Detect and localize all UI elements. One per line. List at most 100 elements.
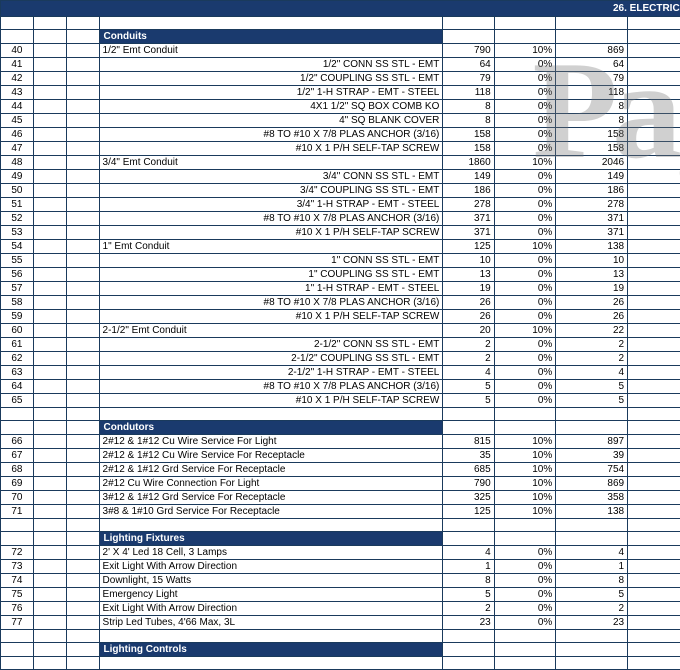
row-desc: #10 X 1 P/H SELF-TAP SCREW [99,226,443,240]
row-unit: EA [628,602,680,616]
row-pct: 0% [494,114,556,128]
row-qty1: 325 [443,491,494,505]
row-number: 75 [1,588,34,602]
table-row: 58#8 TO #10 X 7/8 PLAS ANCHOR (3/16)260%… [1,296,680,310]
row-number: 69 [1,477,34,491]
row-desc: 3/4" CONN SS STL - EMT [99,170,443,184]
row-qty2: 8 [556,574,628,588]
section-header: Conduits [1,30,680,44]
row-qty1: 790 [443,477,494,491]
section-title: Conduits [99,30,443,44]
row-qty1: 371 [443,226,494,240]
row-desc: #10 X 1 P/H SELF-TAP SCREW [99,310,443,324]
table-row: 74Downlight, 15 Watts80%8EA [1,574,680,588]
row-desc: 1" 1-H STRAP - EMT - STEEL [99,282,443,296]
row-desc: #10 X 1 P/H SELF-TAP SCREW [99,142,443,156]
row-unit: LF [628,449,680,463]
main-header: 26. ELECTRICAL [1,1,680,17]
row-unit: LF [628,463,680,477]
row-number: 57 [1,282,34,296]
row-number: 76 [1,602,34,616]
row-qty1: 2 [443,352,494,366]
row-qty1: 371 [443,212,494,226]
row-unit: EA [628,282,680,296]
row-number: 71 [1,505,34,519]
table-row: 431/2" 1-H STRAP - EMT - STEEL1180%118EA [1,86,680,100]
row-number: 66 [1,435,34,449]
row-qty2: 26 [556,296,628,310]
table-row: 722' X 4' Led 18 Cell, 3 Lamps40%4EA [1,546,680,560]
row-unit: EA [628,380,680,394]
row-qty2: 23 [556,616,628,630]
section-title: Condutors [99,421,443,435]
row-unit: EA [628,616,680,630]
row-qty1: 19 [443,282,494,296]
table-row: 52#8 TO #10 X 7/8 PLAS ANCHOR (3/16)3710… [1,212,680,226]
section-header: Lighting Fixtures [1,532,680,546]
row-qty2: 8 [556,100,628,114]
row-desc: 2-1/2" CONN SS STL - EMT [99,338,443,352]
blank-row [1,630,680,643]
row-qty2: 5 [556,394,628,408]
row-number: 45 [1,114,34,128]
row-unit: EA [628,198,680,212]
row-pct: 0% [494,546,556,560]
row-qty1: 5 [443,394,494,408]
row-pct: 0% [494,100,556,114]
row-qty2: 149 [556,170,628,184]
row-unit: LF [628,240,680,254]
row-number: 41 [1,58,34,72]
table-row: 703#12 & 1#12 Grd Service For Receptacle… [1,491,680,505]
row-pct: 10% [494,505,556,519]
blank-row [1,657,680,670]
row-unit: EA [628,338,680,352]
row-unit: EA [628,142,680,156]
row-pct: 0% [494,574,556,588]
row-unit: EA [628,128,680,142]
row-qty2: 869 [556,477,628,491]
row-qty1: 125 [443,505,494,519]
row-qty1: 23 [443,616,494,630]
row-qty1: 20 [443,324,494,338]
electrical-table: 26. ELECTRICAL Conduits401/2" Emt Condui… [0,0,680,670]
row-pct: 10% [494,44,556,58]
row-number: 42 [1,72,34,86]
row-pct: 0% [494,380,556,394]
row-desc: 2#12 & 1#12 Cu Wire Service For Light [99,435,443,449]
row-desc: 1/2" 1-H STRAP - EMT - STEEL [99,86,443,100]
row-unit: LF [628,491,680,505]
row-number: 44 [1,100,34,114]
row-qty2: 2046 [556,156,628,170]
table-row: 73Exit Light With Arrow Direction10%1EA [1,560,680,574]
row-qty2: 869 [556,44,628,58]
row-unit: EA [628,268,680,282]
row-unit: EA [628,574,680,588]
row-qty2: 138 [556,505,628,519]
row-qty1: 790 [443,44,494,58]
row-pct: 0% [494,72,556,86]
row-desc: 3#12 & 1#12 Grd Service For Receptacle [99,491,443,505]
row-number: 77 [1,616,34,630]
row-pct: 0% [494,86,556,100]
row-unit: EA [628,114,680,128]
table-row: 59#10 X 1 P/H SELF-TAP SCREW260%26EA [1,310,680,324]
table-row: 65#10 X 1 P/H SELF-TAP SCREW50%5EA [1,394,680,408]
row-number: 74 [1,574,34,588]
row-qty2: 22 [556,324,628,338]
row-qty1: 186 [443,184,494,198]
row-qty1: 4 [443,366,494,380]
row-pct: 0% [494,212,556,226]
row-desc: 1/2" CONN SS STL - EMT [99,58,443,72]
row-qty2: 158 [556,142,628,156]
row-desc: 1/2" COUPLING SS STL - EMT [99,72,443,86]
row-number: 61 [1,338,34,352]
row-pct: 10% [494,449,556,463]
row-unit: EA [628,254,680,268]
table-row: 551" CONN SS STL - EMT100%10EA [1,254,680,268]
row-pct: 0% [494,588,556,602]
row-desc: 2-1/2" COUPLING SS STL - EMT [99,352,443,366]
table-row: 401/2" Emt Conduit79010%869LF [1,44,680,58]
row-pct: 0% [494,394,556,408]
row-unit: EA [628,86,680,100]
row-qty2: 26 [556,310,628,324]
